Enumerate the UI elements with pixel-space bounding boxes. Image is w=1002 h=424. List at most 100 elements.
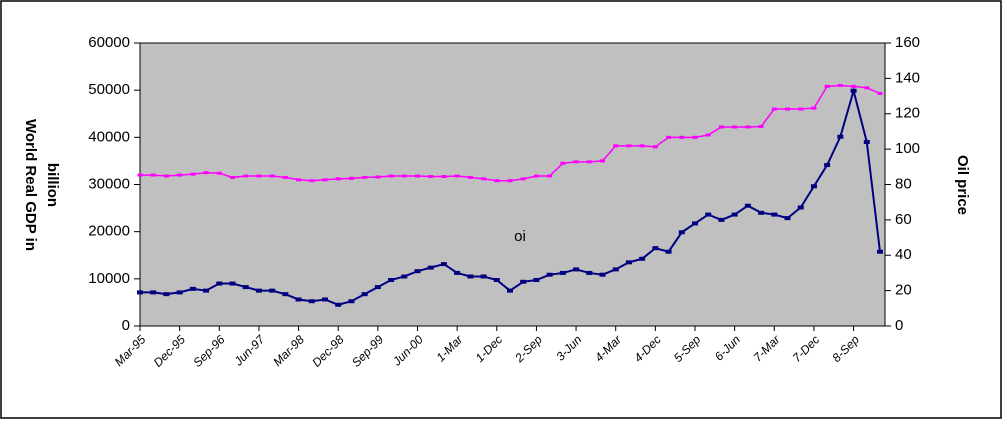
data-point xyxy=(586,160,592,164)
data-point xyxy=(137,290,143,295)
y2-tick-label: 140 xyxy=(895,69,920,86)
data-point xyxy=(785,107,790,111)
data-point xyxy=(665,249,672,254)
data-point xyxy=(493,278,500,283)
data-point xyxy=(348,176,354,180)
data-point xyxy=(295,297,302,302)
y-axis-title: billion xyxy=(44,163,61,207)
data-point xyxy=(256,174,262,178)
data-point xyxy=(203,171,209,175)
data-point xyxy=(639,144,645,148)
data-point xyxy=(547,174,553,178)
data-point xyxy=(427,265,434,270)
data-point xyxy=(559,270,566,275)
data-point xyxy=(573,160,579,164)
data-point xyxy=(652,145,658,149)
data-point xyxy=(758,124,764,128)
y-tick-label: 50000 xyxy=(88,81,130,98)
data-point xyxy=(480,274,487,279)
data-point xyxy=(507,288,513,293)
data-point xyxy=(428,174,434,178)
y2-tick-label: 80 xyxy=(895,175,912,192)
data-point xyxy=(415,174,420,178)
data-point xyxy=(282,292,289,297)
data-point xyxy=(150,173,156,177)
data-point xyxy=(176,290,183,295)
data-point xyxy=(811,106,817,110)
data-point xyxy=(361,292,368,297)
data-point xyxy=(269,174,275,178)
data-point xyxy=(242,285,249,290)
data-point xyxy=(533,278,540,283)
data-point xyxy=(692,221,698,226)
data-point xyxy=(586,270,593,275)
data-point xyxy=(612,267,619,272)
data-point xyxy=(362,175,368,179)
data-point xyxy=(837,83,843,87)
data-point xyxy=(599,272,606,277)
data-point xyxy=(560,161,566,165)
y-tick-label: 20000 xyxy=(88,223,130,240)
data-point xyxy=(309,179,315,183)
data-point xyxy=(229,281,236,286)
data-point xyxy=(507,179,513,183)
y-tick-label: 10000 xyxy=(88,270,130,287)
data-point xyxy=(546,272,553,277)
data-point xyxy=(533,174,539,178)
y2-axis-title: Oil price xyxy=(954,155,971,215)
data-point xyxy=(652,246,659,251)
annotation: oi xyxy=(514,228,526,245)
data-point xyxy=(718,217,725,222)
data-point xyxy=(520,177,526,181)
data-point xyxy=(454,270,461,275)
data-point xyxy=(401,174,407,178)
y-tick-label: 0 xyxy=(122,317,130,334)
data-point xyxy=(613,144,619,148)
data-point xyxy=(679,135,685,139)
data-point xyxy=(388,174,394,178)
data-point xyxy=(190,172,196,176)
data-point xyxy=(374,285,381,290)
y-tick-label: 60000 xyxy=(88,34,130,51)
data-point xyxy=(797,205,804,210)
data-point xyxy=(520,279,527,284)
data-point xyxy=(177,173,183,177)
data-point xyxy=(798,107,804,111)
data-point xyxy=(255,288,262,293)
y2-tick-label: 100 xyxy=(895,140,920,157)
data-point xyxy=(625,260,632,265)
y2-tick-label: 20 xyxy=(895,282,912,299)
data-point xyxy=(440,262,447,267)
data-point xyxy=(692,135,698,139)
data-point xyxy=(744,203,751,208)
data-point xyxy=(626,144,632,148)
data-point xyxy=(771,212,778,217)
data-point xyxy=(189,286,196,291)
data-point xyxy=(573,267,580,272)
data-point xyxy=(824,163,831,168)
y2-tick-label: 40 xyxy=(895,246,912,263)
data-point xyxy=(863,140,870,145)
data-point xyxy=(282,175,288,179)
plot-area xyxy=(139,42,886,327)
data-point xyxy=(454,174,460,178)
data-point xyxy=(335,177,341,181)
data-point xyxy=(731,212,738,217)
data-point xyxy=(216,281,223,286)
data-point xyxy=(230,175,235,179)
data-point xyxy=(163,292,170,297)
y2-tick-label: 60 xyxy=(895,211,912,228)
data-point xyxy=(494,179,500,183)
data-point xyxy=(269,288,276,293)
y2-tick-label: 0 xyxy=(895,317,903,334)
data-point xyxy=(163,174,169,178)
data-point xyxy=(467,274,474,279)
data-point xyxy=(216,171,222,175)
data-point xyxy=(388,278,395,283)
data-point xyxy=(877,249,883,254)
y2-tick-label: 120 xyxy=(895,105,920,122)
data-point xyxy=(851,84,857,88)
data-point xyxy=(348,299,355,304)
data-point xyxy=(600,159,605,163)
data-point xyxy=(375,175,381,179)
